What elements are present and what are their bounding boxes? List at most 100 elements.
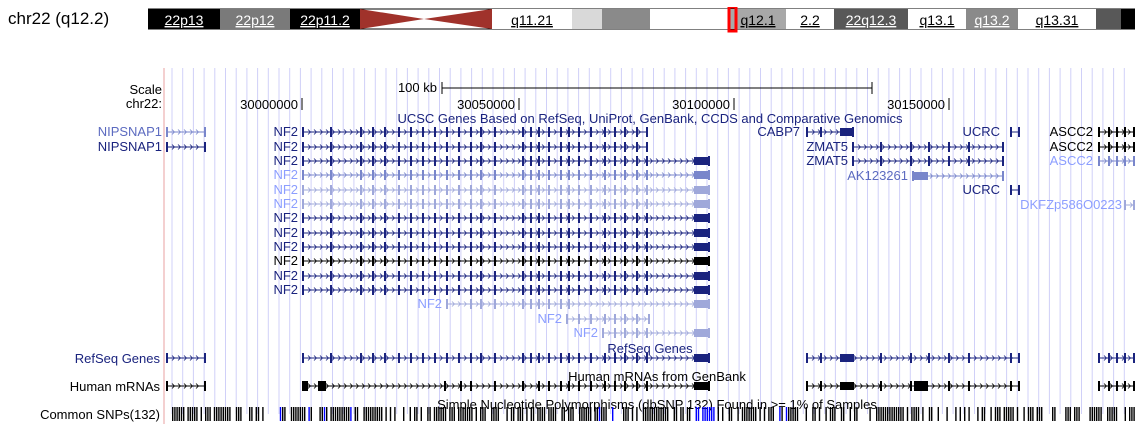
ideogram-band[interactable] [650,9,730,29]
strand-arrow [923,144,928,150]
nf2-isoform[interactable] [302,185,710,195]
gene-exon [1116,156,1118,166]
gene-exon [434,228,436,238]
nf2-isoform[interactable] [302,213,710,223]
mrna-item[interactable] [806,381,1020,391]
strand-arrow [997,383,1002,389]
nf2-isoform[interactable] [566,314,650,324]
refseq-nf2[interactable] [302,353,710,363]
gene-exon [422,185,424,195]
ascc2-gene[interactable] [1098,127,1135,137]
nipsnap1-gene[interactable] [166,142,206,152]
ideogram-band[interactable] [602,9,650,29]
strand-arrow [637,355,642,361]
chromosome-ideogram[interactable]: 22p13 22p12 22p11.2 q11.21 q12.1 2.2 22q12.3 q1… [148,7,1135,33]
gene-exon [446,213,448,223]
ideogram-band[interactable] [148,9,220,29]
snp-track[interactable] [172,407,1135,421]
mrna-exon [302,381,308,391]
nf2-isoform[interactable] [302,170,710,180]
strand-arrow [463,287,468,293]
strand-arrow [685,330,690,336]
snp-mark [295,407,297,421]
gene-exon [560,228,562,238]
zmat5-gene[interactable] [852,156,1004,166]
strand-arrow [427,201,432,207]
nf2-isoform[interactable] [302,285,710,295]
strand-arrow [499,273,504,279]
strand-arrow [463,172,468,178]
current-position-marker[interactable] [727,7,738,33]
ideogram-band[interactable] [1018,9,1096,29]
gene-exon [480,185,482,195]
zmat5-gene[interactable] [852,142,1004,152]
refseq-cluster[interactable] [806,353,1020,363]
dkfz-gene[interactable] [1124,200,1135,210]
nf2-isoform[interactable] [302,271,710,281]
nf2-isoform[interactable] [302,127,648,137]
strand-arrow [343,129,348,135]
ideogram-band[interactable] [492,9,572,29]
strand-arrow [343,172,348,178]
strand-arrow [607,355,612,361]
ideogram-band[interactable] [786,9,834,29]
nf2-isoform[interactable] [302,142,648,152]
gene-exon [880,156,882,166]
cabp7-gene[interactable] [806,127,854,137]
mrna-item[interactable] [302,381,710,391]
ideogram-band[interactable] [220,9,290,29]
gene-exon [548,242,550,252]
nf2-isoform[interactable] [446,299,710,309]
ideogram-band[interactable] [834,9,908,29]
nf2-isoform[interactable] [302,242,710,252]
strand-arrow [451,273,456,279]
strand-arrow [355,287,360,293]
gene-label: NIPSNAP1 [98,124,162,139]
mrna-item[interactable] [166,381,206,391]
ucrc-gene[interactable] [1010,185,1020,195]
nf2-isoform[interactable] [602,328,710,338]
strand-arrow [367,244,372,250]
ideogram-band[interactable] [908,9,966,29]
ak123261-gene[interactable] [912,171,1004,181]
gene-exon [560,185,562,195]
gene-exon [568,381,570,391]
ucrc-gene[interactable] [1010,127,1020,137]
strand-arrow [923,158,928,164]
ascc2-gene[interactable] [1098,142,1135,152]
refseq-ascc2[interactable] [1098,353,1135,363]
strand-arrow [517,187,522,193]
ascc2-gene[interactable] [1098,156,1135,166]
ideogram-band[interactable] [290,9,360,29]
strand-arrow [631,158,636,164]
ideogram-band[interactable] [966,9,1018,29]
strand-arrow [361,258,366,264]
nf2-isoform[interactable] [302,199,710,209]
ideogram-band[interactable] [730,9,786,29]
gene-exon [560,285,562,295]
strand-arrow [373,201,378,207]
ideogram-band[interactable] [1121,9,1135,29]
snp-mark [680,407,682,421]
nf2-isoform[interactable] [302,256,710,266]
refseq-nipsnap1[interactable] [166,353,206,363]
nf2-isoform[interactable] [302,228,710,238]
mrna-item[interactable] [1098,381,1135,391]
gene-exon [538,156,540,166]
strand-arrow [571,316,576,322]
strand-arrow [481,287,486,293]
snp-mark [438,407,440,421]
gene-utr [694,214,710,222]
snp-mark [1109,407,1111,421]
snp-mark [471,407,473,421]
ideogram-band[interactable] [572,9,602,29]
ideogram-band[interactable] [1096,9,1121,29]
strand-arrow [313,287,318,293]
snp-mark [367,407,370,421]
nipsnap1-gene[interactable] [166,127,206,137]
nf2-isoform[interactable] [302,156,710,166]
strand-arrow [373,273,378,279]
strand-arrow [655,287,660,293]
strand-arrow [481,230,486,236]
